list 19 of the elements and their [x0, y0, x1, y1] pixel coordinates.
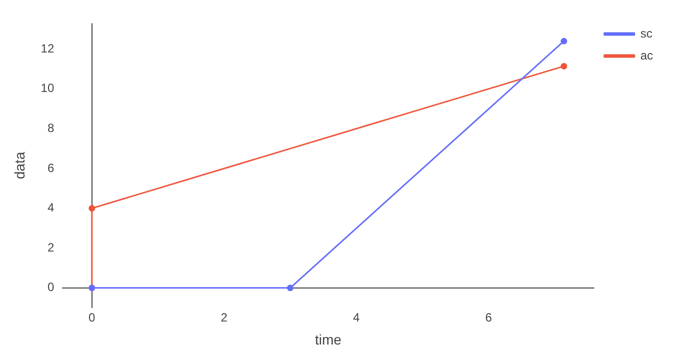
- x-axis-title: time: [315, 331, 342, 348]
- x-tick-label: 0: [88, 310, 96, 324]
- point: [88, 205, 96, 212]
- y-tick-label: 8: [47, 120, 54, 135]
- y-tick-label: 6: [47, 160, 54, 175]
- x-tick-label: 4: [352, 310, 360, 324]
- y-tick-label: 4: [47, 200, 54, 215]
- y-tick-label: 10: [40, 81, 54, 96]
- y-tick-label: 2: [47, 240, 54, 254]
- point: [286, 284, 294, 292]
- legend-label: sc: [640, 26, 652, 40]
- y-tick-label: 12: [40, 41, 54, 56]
- y-axis-title: data: [11, 152, 28, 180]
- point: [560, 38, 568, 44]
- point: [560, 62, 568, 70]
- y-tick-label: 0: [47, 280, 54, 294]
- x-tick-label: 6: [485, 310, 492, 324]
- legend-label: ac: [640, 48, 654, 62]
- x-tick-label: 2: [220, 310, 228, 324]
